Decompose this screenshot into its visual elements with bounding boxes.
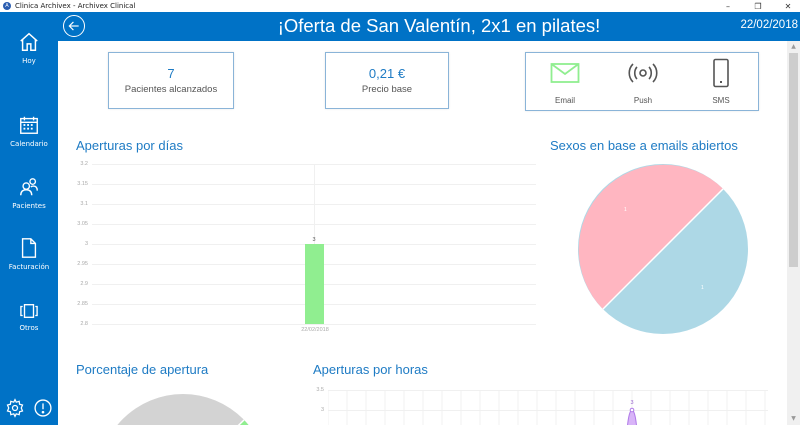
- sidebar-item-facturacion[interactable]: Facturación: [0, 237, 58, 271]
- section-title-aperturas-dias: Aperturas por días: [76, 138, 183, 153]
- scrollbar-thumb[interactable]: [789, 53, 798, 267]
- home-icon: [20, 32, 38, 51]
- restore-button[interactable]: ❐: [754, 1, 762, 11]
- pie-slice-mujer[interactable]: [578, 164, 724, 310]
- sidebar-item-otros[interactable]: Otros: [0, 302, 58, 332]
- y-tick: 3.2: [80, 161, 88, 167]
- vertical-scrollbar[interactable]: ▲ ▼: [787, 41, 800, 425]
- y-tick: 3.15: [77, 181, 88, 187]
- stat-card-precio: 0,21 € Precio base: [325, 52, 449, 109]
- header-date: 22/02/2018: [740, 19, 798, 31]
- page-header: ¡Oferta de San Valentín, 2x1 en pilates!…: [58, 12, 800, 41]
- pie-slice-no-abiertos[interactable]: [98, 394, 268, 425]
- sidebar: Hoy Calendario Pacientes Facturación Otr…: [0, 12, 58, 425]
- patients-icon: [20, 178, 38, 196]
- sms-icon: [713, 58, 729, 88]
- window-title: Clinica Archivex - Archivex Clinical: [15, 2, 136, 10]
- section-title-porcentaje: Porcentaje de apertura: [76, 362, 209, 377]
- sidebar-item-label: Hoy: [22, 57, 36, 65]
- sidebar-item-calendario[interactable]: Calendario: [0, 114, 58, 148]
- stat-caption: Precio base: [361, 84, 413, 95]
- gear-icon[interactable]: [5, 398, 25, 418]
- chart-porcentaje-pie: [98, 394, 268, 425]
- sidebar-bottom: [0, 398, 58, 420]
- sidebar-item-label: Facturación: [8, 263, 50, 271]
- app-logo-icon: A: [3, 2, 11, 10]
- carousel-icon: [20, 304, 38, 318]
- channel-label: Email: [554, 96, 575, 105]
- bar-22-02-2018[interactable]: [305, 244, 324, 324]
- sidebar-item-label: Calendario: [10, 140, 48, 148]
- pie-slice-abiertos[interactable]: [183, 420, 268, 425]
- point-value-label: 3: [630, 400, 634, 406]
- email-icon: [550, 63, 580, 83]
- channel-label: SMS: [712, 96, 730, 105]
- gridline: [328, 410, 768, 411]
- sidebar-item-label: Otros: [19, 324, 39, 332]
- scroll-down-icon[interactable]: ▼: [791, 415, 796, 422]
- y-tick: 2.95: [77, 261, 88, 267]
- minimize-button[interactable]: –: [726, 1, 730, 11]
- channels-card: Email Push SMS: [525, 52, 759, 111]
- calendar-icon: [20, 116, 38, 134]
- y-tick: 3: [320, 407, 324, 413]
- y-tick: 3.05: [77, 221, 88, 227]
- sidebar-item-label: Pacientes: [12, 202, 46, 210]
- gridline: [92, 324, 536, 325]
- y-tick: 2.8: [80, 321, 88, 327]
- back-button[interactable]: [63, 15, 85, 37]
- gridline: [314, 164, 315, 244]
- y-tick: 3.5: [316, 387, 324, 393]
- window-titlebar: A Clinica Archivex - Archivex Clinical –…: [0, 0, 800, 12]
- section-title-aperturas-horas: Aperturas por horas: [313, 362, 428, 377]
- back-arrow-icon: [68, 21, 79, 31]
- hours-grid: [328, 390, 766, 425]
- stat-value: 7: [167, 66, 175, 81]
- info-icon[interactable]: [33, 398, 53, 418]
- sidebar-item-hoy[interactable]: Hoy: [0, 31, 58, 65]
- channel-push[interactable]: Push: [604, 53, 682, 111]
- pie-label: 1: [701, 285, 704, 291]
- gridline: [328, 390, 768, 391]
- bar-value-label: 3: [312, 237, 316, 243]
- stat-card-pacientes: 7 Pacientes alcanzados: [108, 52, 234, 109]
- channel-label: Push: [633, 96, 653, 105]
- channel-sms[interactable]: SMS: [682, 53, 760, 111]
- stat-value: 0,21 €: [368, 66, 406, 81]
- x-tick: 22/02/2018: [301, 327, 329, 333]
- sidebar-item-pacientes[interactable]: Pacientes: [0, 176, 58, 210]
- close-button[interactable]: ✕: [784, 1, 792, 11]
- document-icon: [21, 238, 37, 258]
- main-content: 7 Pacientes alcanzados 0,21 € Precio bas…: [58, 41, 787, 425]
- y-tick: 2.85: [77, 301, 88, 307]
- chart-sexos-pie: 1 1: [578, 164, 748, 334]
- y-tick: 2.9: [80, 281, 88, 287]
- channel-email[interactable]: Email: [526, 53, 604, 111]
- section-title-sexos: Sexos en base a emails abiertos: [550, 138, 738, 153]
- y-tick: 3.1: [80, 201, 88, 207]
- y-tick: 3: [84, 241, 88, 247]
- data-point[interactable]: [629, 407, 635, 413]
- page-title: ¡Oferta de San Valentín, 2x1 en pilates!: [277, 15, 601, 36]
- pie-label: 1: [624, 207, 627, 213]
- push-icon: [628, 63, 658, 83]
- stat-caption: Pacientes alcanzados: [124, 84, 218, 95]
- scroll-up-icon[interactable]: ▲: [791, 43, 796, 50]
